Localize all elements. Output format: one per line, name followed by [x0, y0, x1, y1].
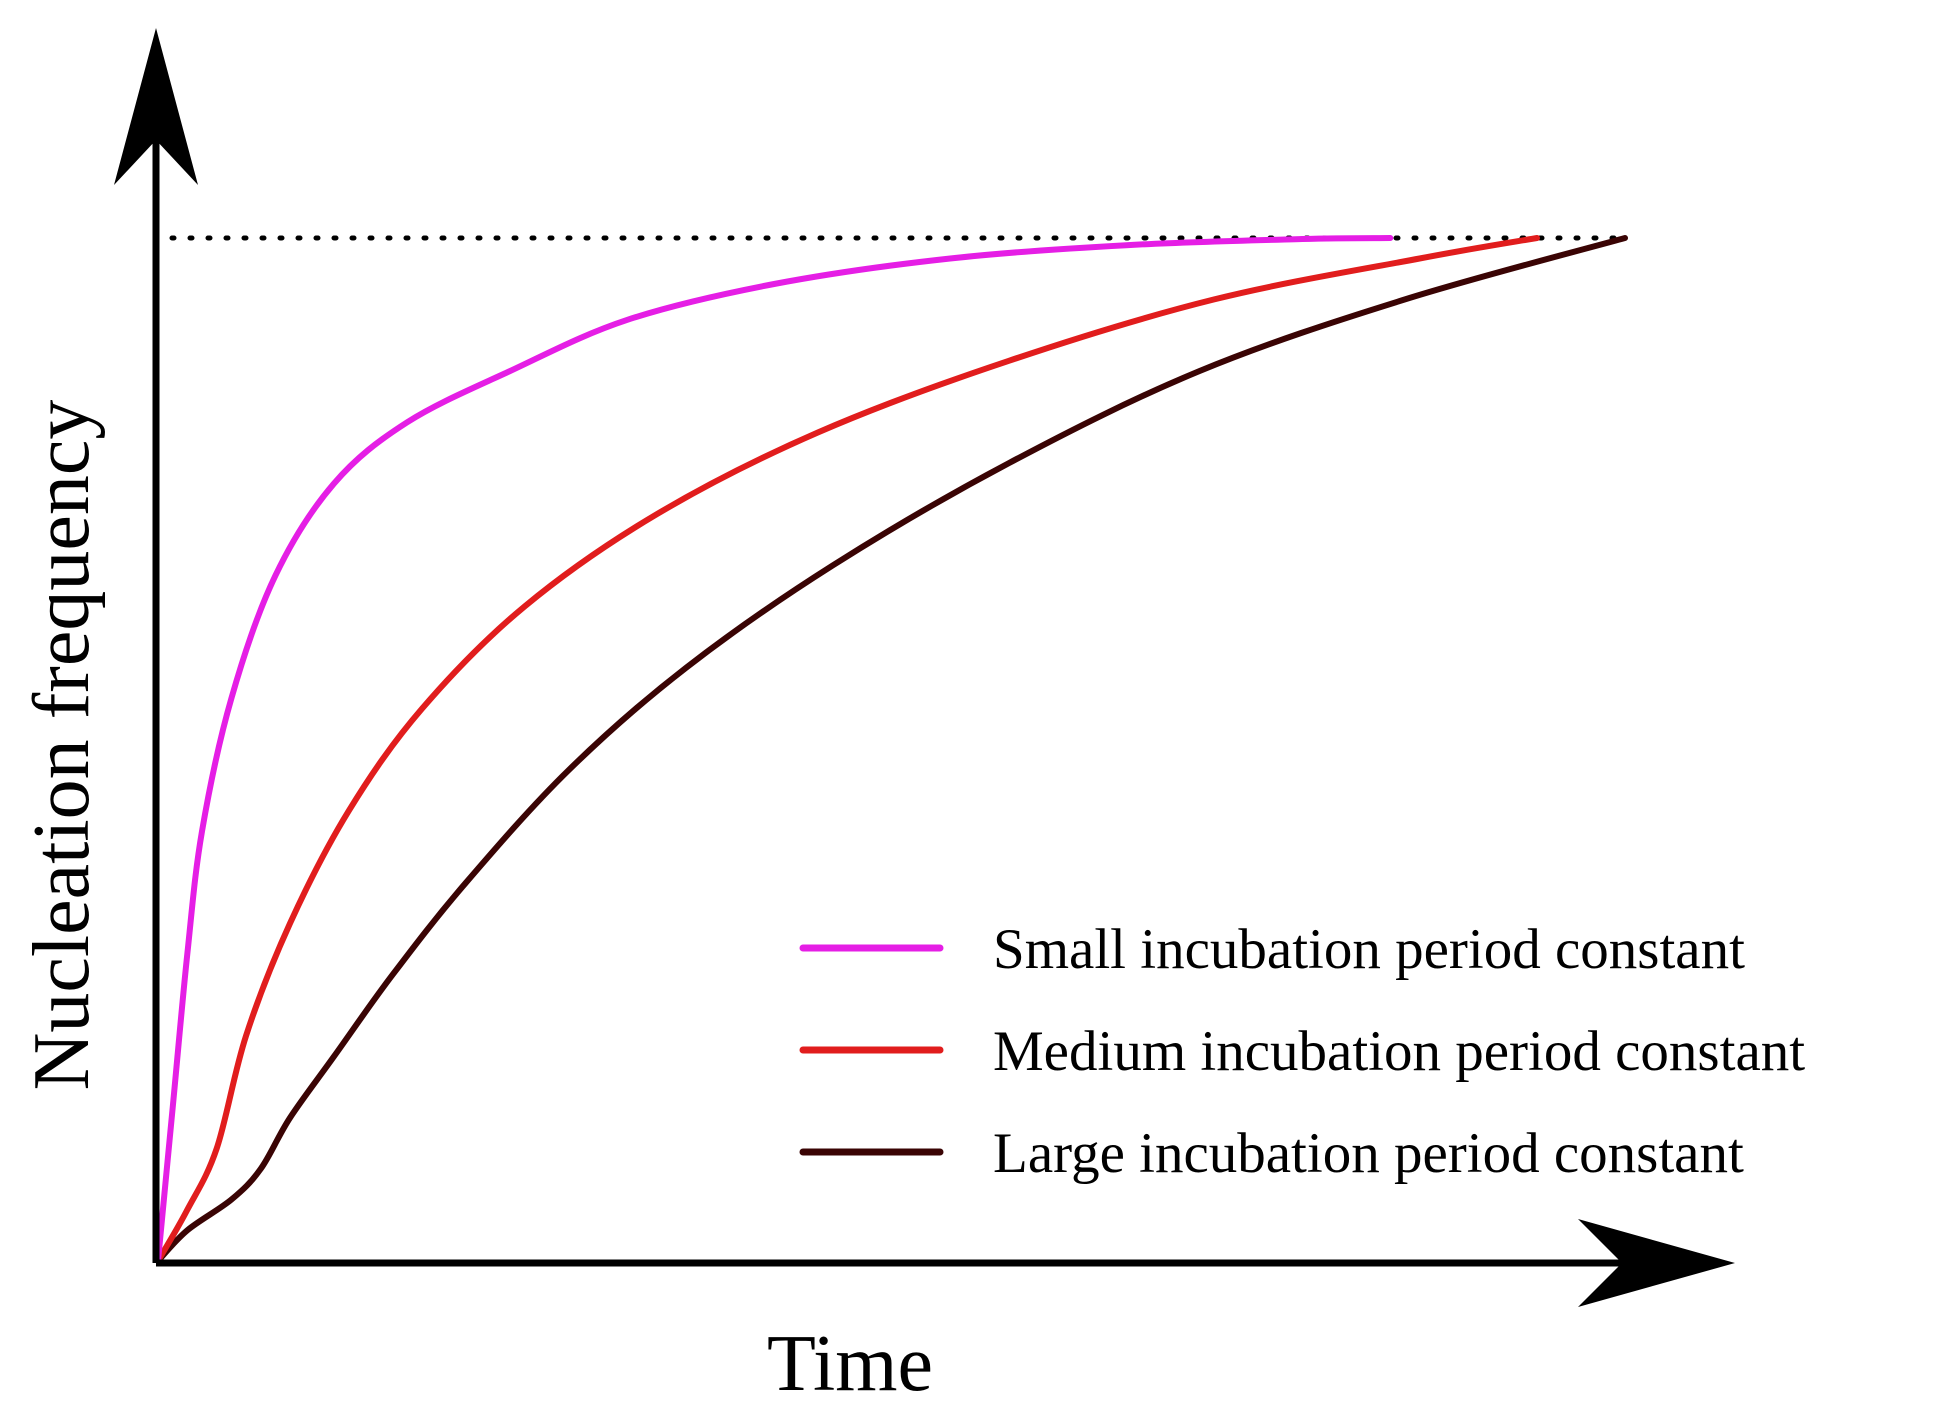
series-line-1 — [155, 235, 1394, 1264]
y-axis-label: Nucleation frequency — [18, 400, 106, 1091]
series-lines — [155, 235, 1628, 1264]
x-axis-label: Time — [767, 1320, 933, 1408]
x-axis-arrowhead — [1578, 1219, 1735, 1307]
series-line-3 — [155, 235, 1628, 1264]
legend-label-3: Large incubation period constant — [993, 1122, 1744, 1185]
y-axis-arrowhead — [114, 28, 198, 185]
legend-label-1: Small incubation period constant — [993, 918, 1745, 981]
legend: Small incubation period constant Medium i… — [799, 918, 1805, 1185]
series-line-2 — [155, 235, 1540, 1264]
legend-label-2: Medium incubation period constant — [993, 1020, 1805, 1083]
